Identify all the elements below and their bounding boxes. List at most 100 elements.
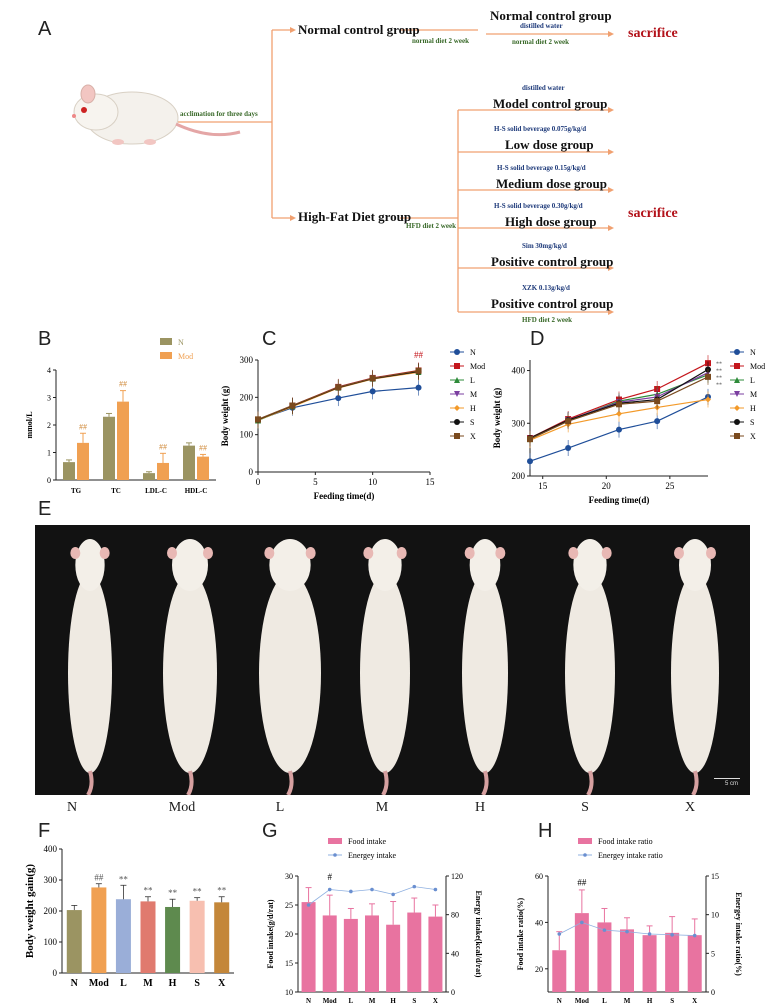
x-tick-label: N [306,997,311,1003]
y-tick-label: 40 [535,918,543,927]
point-X [255,416,261,423]
rat-head-l [269,539,311,591]
rat-photo: 5 cm [35,525,750,797]
chart-c: 0 100 200 300 0 5 10 15 Feeding time(d) Body weig… [220,348,485,501]
x-tick-label: Mod [323,997,337,1003]
group-title-3: High dose group [505,214,597,229]
x-tick-label: L [120,978,127,989]
legend-label: M [470,390,477,399]
rat-label-mod: Mod [168,800,196,815]
annotation: ** [193,887,203,897]
rat-body-m [360,573,410,773]
legend-swatch [328,838,342,844]
rat-label-l: L [275,800,285,815]
legend-label: Mod [750,362,765,371]
flow-lines [178,29,608,313]
energy-point [412,884,417,889]
bar-Mod [574,913,589,992]
bar-X [687,935,702,992]
y-tick-label: 200 [240,392,254,402]
y-tick-label: 60 [535,872,543,881]
legend-label: N [750,348,756,357]
y-tick-label: 400 [44,844,58,854]
rat-ear-right-n [99,547,110,559]
y2-tick-label: 5 [711,949,715,958]
scale-bar-label: 5 cm [724,781,738,787]
x-tick-label: HDL-C [185,487,208,495]
legend-marker [734,419,740,425]
group-title-2: Medium dose group [496,176,607,191]
y2-tick-label: 40 [451,949,459,958]
group-sub-2: H-S solid beverage 0.15g/kg/d [497,164,586,172]
point-H [705,396,711,403]
y-tick-label: 100 [44,937,58,947]
annotation: ** [716,361,722,367]
point-X [565,418,572,425]
rat-body-mod [163,573,217,773]
y-tick-label: 0 [249,467,254,477]
y-tick-label: 100 [240,430,254,440]
bar-S [189,900,205,973]
panel-e-label: E [38,498,52,520]
rat-body-n [68,573,112,773]
energy-point [391,892,395,897]
chart-f: 0 100 200 300 400 Body weight gain(g) N ## Mod **… [24,844,234,989]
flow-arrowheads [290,27,614,315]
y-tick-label: 0 [53,968,58,978]
point-X [335,384,342,391]
rat-ear-right-m [396,547,407,559]
rat-ear-right-mod [203,547,213,559]
point-X [654,398,661,405]
y-axis-label: mmol/L [25,411,34,438]
x-tick-label: M [624,997,631,1003]
bar-L [115,899,131,973]
x-axis-label: Feeding time(d) [589,495,650,505]
panel-a-flowchart [72,27,614,315]
rat-body-s [565,573,615,773]
legend-label: Food intake [348,837,386,846]
energy-point [580,920,584,925]
point-N [565,445,572,452]
x-tick-label: S [670,997,674,1003]
x-axis-label: Feeding time(d) [314,491,375,501]
x-tick-label: TC [111,487,121,495]
panel-g-label: G [262,820,278,842]
legend-swatch [160,352,172,359]
group-sub-0: distilled water [522,84,565,92]
y-tick-label: 200 [512,471,526,481]
rat-tail-h [481,770,489,797]
rat-tail-mod [186,770,194,797]
bar-Mod-HDL-C [197,456,209,480]
point-X [415,367,422,374]
legend-marker [454,377,460,383]
y-axis-label: Body weight (g) [220,386,230,447]
energy-point [670,932,674,937]
rat-head-h [469,539,501,591]
rat-ear-right-x [706,547,716,559]
bar-N [301,902,316,992]
legend-label: H [750,404,756,413]
legend-label: H [470,404,476,413]
normal-target-title: Normal control group [490,8,612,23]
rat-label-h: H [474,800,486,815]
bar-S [665,932,680,992]
x-tick-label: N [557,997,562,1003]
y-tick-label: 15 [285,959,293,968]
bottom-diet-label: HFD diet 2 week [522,316,572,324]
group-title-5: Positive control group [491,296,614,311]
y-tick-label: 300 [44,875,58,885]
rat-ear-left-l [264,547,275,559]
rat-ear-right-l [305,547,316,559]
x-tick-label: L [349,997,354,1003]
bar-X [428,916,443,992]
legend-label: Mod [470,362,485,371]
y-tick-label: 30 [285,872,293,881]
rat-tail-n [86,770,94,797]
legend-marker [583,853,587,857]
point-N [369,388,376,395]
y2-tick-label: 15 [711,872,719,881]
energy-point [625,929,629,934]
y2-tick-label: 10 [711,911,719,920]
annotation: ## [199,443,207,452]
bar-H [642,935,657,992]
